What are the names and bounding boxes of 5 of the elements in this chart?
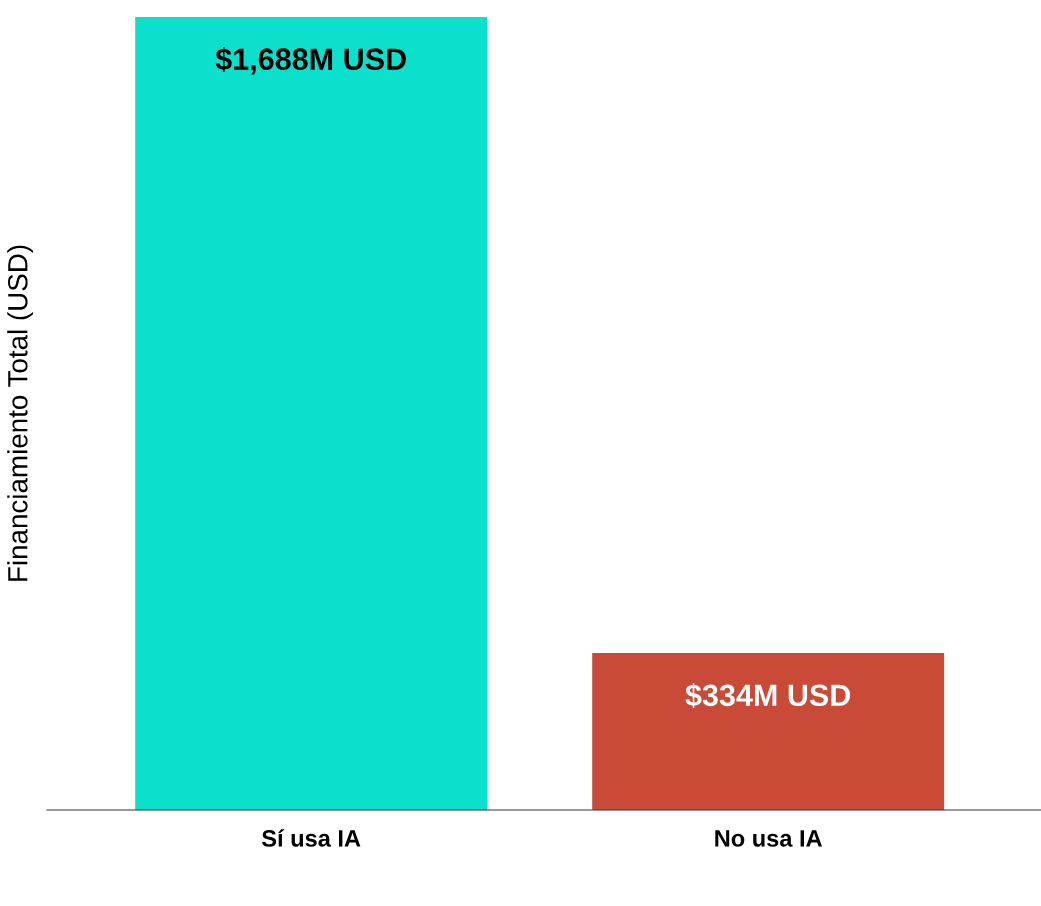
- data-label: $334M USD: [685, 683, 851, 709]
- x-tick-label: No usa IA: [715, 830, 822, 847]
- data-label: $1,688M USD: [215, 47, 406, 75]
- x-tick-label: Sí usa IA: [261, 829, 361, 847]
- y-axis-title: Financiamiento Total (USD): [7, 245, 34, 581]
